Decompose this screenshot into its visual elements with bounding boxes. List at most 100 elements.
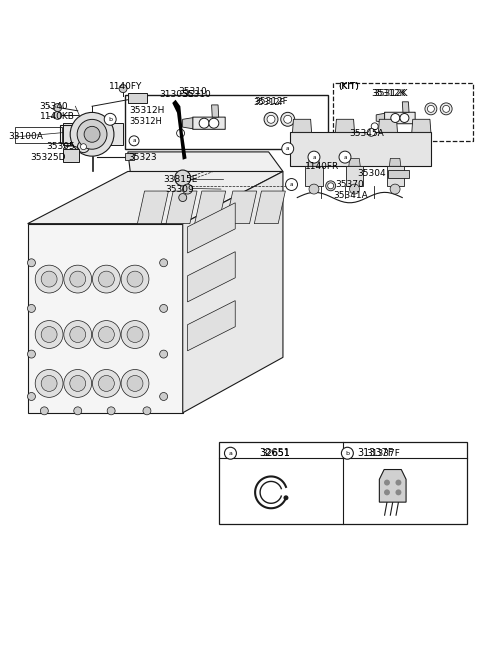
Polygon shape [128, 93, 147, 103]
Circle shape [286, 178, 298, 190]
Circle shape [93, 265, 120, 293]
Circle shape [175, 170, 191, 186]
Circle shape [54, 104, 61, 112]
Text: 35312K: 35312K [371, 89, 406, 98]
Text: a: a [132, 138, 136, 143]
Text: 35310: 35310 [183, 90, 212, 99]
Text: 35325D: 35325D [30, 153, 66, 161]
Circle shape [64, 265, 92, 293]
Text: 35370: 35370 [336, 180, 364, 189]
Circle shape [384, 489, 390, 495]
Circle shape [182, 184, 192, 194]
Bar [218, 442, 467, 523]
Circle shape [160, 259, 168, 267]
Circle shape [64, 321, 92, 348]
Circle shape [27, 304, 36, 312]
Polygon shape [182, 117, 193, 129]
Circle shape [98, 271, 114, 287]
Circle shape [391, 113, 400, 123]
Circle shape [70, 375, 86, 392]
Circle shape [84, 127, 100, 142]
Text: 33100A: 33100A [9, 133, 43, 142]
Text: 1140KB: 1140KB [39, 112, 74, 121]
Polygon shape [28, 224, 183, 413]
Circle shape [74, 407, 82, 415]
Text: 32651: 32651 [262, 449, 290, 459]
Text: 31337F: 31337F [357, 448, 393, 459]
Circle shape [27, 259, 36, 267]
Polygon shape [402, 102, 409, 112]
Polygon shape [412, 119, 431, 133]
FancyBboxPatch shape [193, 117, 225, 129]
Polygon shape [166, 191, 197, 224]
Circle shape [281, 112, 295, 126]
Polygon shape [188, 252, 235, 302]
Text: b: b [108, 117, 112, 122]
Polygon shape [128, 152, 283, 171]
Circle shape [70, 327, 86, 342]
Circle shape [119, 85, 127, 92]
Text: 35305: 35305 [47, 142, 75, 151]
Circle shape [209, 118, 219, 128]
Text: 35312H: 35312H [129, 117, 162, 126]
Text: 35341A: 35341A [333, 191, 368, 200]
Circle shape [98, 375, 114, 392]
Polygon shape [379, 470, 406, 502]
Text: 35323: 35323 [128, 153, 156, 161]
Circle shape [264, 112, 278, 126]
Circle shape [35, 321, 63, 348]
Text: 35312H: 35312H [129, 106, 165, 115]
Circle shape [371, 123, 378, 130]
Polygon shape [305, 166, 323, 186]
Circle shape [341, 447, 353, 459]
Circle shape [129, 136, 139, 146]
Polygon shape [188, 203, 235, 253]
Circle shape [41, 375, 57, 392]
Text: 35312F: 35312F [254, 97, 288, 106]
Bar [15, 127, 62, 144]
Circle shape [98, 327, 114, 342]
Polygon shape [349, 159, 360, 166]
Circle shape [27, 392, 36, 400]
Circle shape [384, 480, 390, 485]
Text: 35345A: 35345A [350, 129, 384, 138]
Circle shape [179, 194, 187, 201]
Circle shape [199, 118, 209, 128]
Polygon shape [137, 191, 168, 224]
Circle shape [35, 265, 63, 293]
Circle shape [27, 350, 36, 358]
Circle shape [367, 129, 375, 136]
Text: 1140FY: 1140FY [109, 82, 142, 91]
Circle shape [127, 327, 143, 342]
Circle shape [104, 113, 116, 125]
Circle shape [41, 327, 57, 342]
Circle shape [396, 480, 401, 485]
Text: 35304: 35304 [357, 169, 385, 178]
Circle shape [35, 369, 63, 398]
Circle shape [267, 115, 275, 123]
Polygon shape [378, 119, 397, 133]
Polygon shape [376, 113, 384, 123]
Circle shape [390, 184, 400, 194]
Circle shape [81, 144, 86, 150]
Circle shape [177, 129, 185, 137]
Polygon shape [254, 191, 285, 224]
Bar [125, 94, 328, 149]
Text: 31337F: 31337F [366, 449, 400, 459]
Polygon shape [183, 171, 283, 413]
Text: a: a [286, 146, 289, 151]
Circle shape [326, 181, 336, 191]
Circle shape [64, 369, 92, 398]
Polygon shape [388, 170, 409, 178]
Polygon shape [336, 119, 355, 133]
Text: 35312K: 35312K [373, 89, 408, 98]
Circle shape [40, 407, 48, 415]
Text: a: a [312, 155, 316, 159]
Text: (KIT): (KIT) [338, 81, 359, 91]
Circle shape [121, 369, 149, 398]
Text: 35312F: 35312F [253, 98, 285, 107]
Circle shape [77, 141, 89, 153]
Polygon shape [28, 171, 283, 224]
Circle shape [339, 151, 351, 163]
Text: 35309: 35309 [165, 184, 194, 194]
